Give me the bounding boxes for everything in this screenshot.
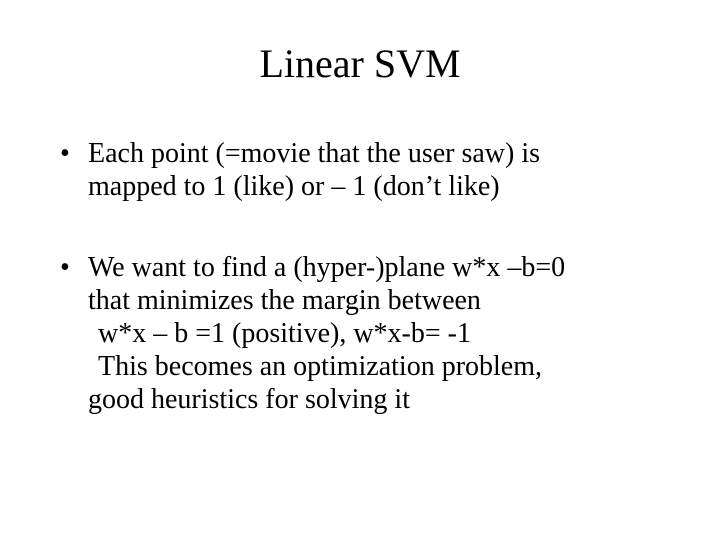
bullet-text-line: This becomes an optimization problem, xyxy=(88,350,660,383)
bullet-text-line: mapped to 1 (like) or – 1 (don’t like) xyxy=(88,171,500,202)
bullet-text-line: w*x – b =1 (positive), w*x-b= -1 xyxy=(88,317,660,350)
bullet-text-line: that minimizes the margin between xyxy=(88,285,481,316)
bullet-item: We want to find a (hyper-)plane w*x –b=0… xyxy=(60,251,660,416)
slide-title: Linear SVM xyxy=(60,40,660,87)
bullet-text-line: We want to find a (hyper-)plane w*x –b=0 xyxy=(88,252,565,283)
bullet-item: Each point (=movie that the user saw) is… xyxy=(60,137,660,203)
bullet-text-line: Each point (=movie that the user saw) is xyxy=(88,138,540,169)
slide: Linear SVM Each point (=movie that the u… xyxy=(0,0,720,540)
bullet-list: Each point (=movie that the user saw) is… xyxy=(60,137,660,416)
bullet-text-line: good heuristics for solving it xyxy=(88,384,410,415)
